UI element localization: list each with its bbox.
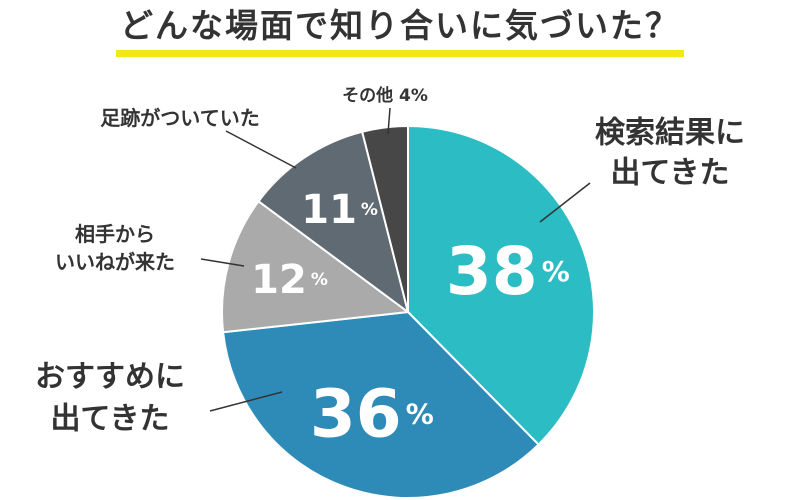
chart-title: どんな場面で知り合いに気づいた？ bbox=[116, 6, 684, 57]
slice-category-label-3: 足跡がついていた bbox=[100, 106, 259, 130]
pie-slice-4 bbox=[360, 124, 409, 313]
leader-line-4 bbox=[387, 107, 391, 135]
slice-category-label-0: 検索結果に出てきた bbox=[595, 116, 745, 191]
slice-category-label-2: 相手からいいねが来た bbox=[55, 222, 175, 274]
leader-line-2 bbox=[200, 258, 245, 267]
slice-value-label-3: 11% bbox=[301, 187, 378, 233]
slice-category-label-1: おすすめに出てきた bbox=[35, 360, 185, 437]
leader-line-0 bbox=[539, 182, 591, 223]
pie-slice-3 bbox=[257, 130, 410, 315]
slice-category-label-4: その他 4% bbox=[342, 85, 428, 106]
pie-slice-1 bbox=[221, 310, 540, 499]
slice-value-label-2: 12% bbox=[251, 257, 328, 303]
leader-line-3 bbox=[225, 130, 297, 169]
leader-line-1 bbox=[209, 391, 283, 412]
slice-value-label-0: 38% bbox=[446, 233, 570, 310]
pie-slice-0 bbox=[407, 124, 595, 446]
slice-value-label-1: 36% bbox=[310, 375, 434, 452]
title-area: どんな場面で知り合いに気づいた？ bbox=[0, 0, 800, 62]
